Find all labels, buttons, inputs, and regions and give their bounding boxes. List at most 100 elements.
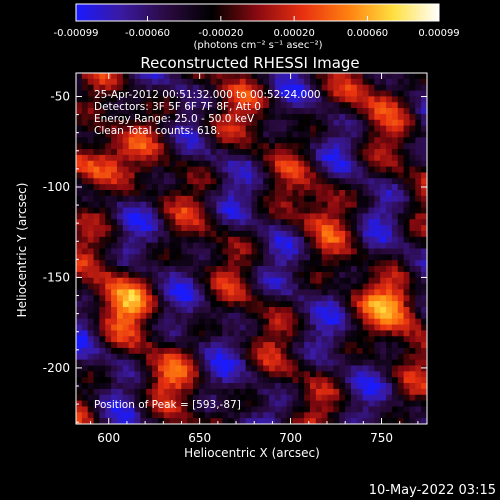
heatmap-cell: [356, 342, 364, 349]
heatmap-cell: [292, 137, 299, 144]
heatmap-cell: [146, 178, 153, 185]
heatmap-cell: [368, 90, 375, 97]
heatmap-cell: [274, 353, 282, 361]
heatmap-cell: [421, 73, 427, 80]
heatmap-cell: [239, 84, 247, 92]
heatmap-cell: [298, 137, 305, 144]
heatmap-cell: [99, 277, 106, 285]
heatmap-cell: [198, 330, 206, 337]
heatmap-cell: [315, 377, 323, 384]
heatmap-cell: [380, 295, 387, 302]
heatmap-cell: [187, 383, 194, 390]
heatmap-cell: [362, 312, 370, 320]
heatmap-cell: [292, 190, 299, 197]
heatmap-cell: [286, 131, 294, 138]
heatmap-cell: [339, 254, 346, 261]
heatmap-cell: [333, 330, 340, 337]
heatmap-cell: [157, 178, 165, 185]
heatmap-cell: [374, 242, 381, 250]
heatmap-cell: [157, 195, 165, 203]
heatmap-cell: [257, 365, 264, 372]
heatmap-cell: [163, 125, 171, 133]
heatmap-cell: [391, 207, 399, 214]
heatmap-cell: [228, 230, 235, 238]
heatmap-cell: [111, 330, 118, 337]
heatmap-cell: [99, 342, 106, 349]
heatmap-cell: [216, 195, 223, 203]
heatmap-cell: [181, 166, 188, 174]
heatmap-cell: [321, 213, 329, 220]
heatmap-cell: [298, 166, 305, 174]
heatmap-cell: [380, 230, 387, 238]
heatmap-cell: [350, 336, 358, 343]
heatmap-cell: [198, 73, 206, 80]
heatmap-cell: [76, 225, 83, 232]
heatmap-cell: [210, 178, 217, 185]
heatmap-cell: [310, 154, 317, 162]
heatmap-cell: [350, 184, 358, 191]
heatmap-cell: [298, 371, 305, 378]
heatmap-cell: [350, 236, 358, 244]
heatmap-cell: [105, 353, 112, 361]
heatmap-cell: [157, 225, 165, 232]
heatmap-cell: [274, 324, 282, 331]
heatmap-cell: [409, 125, 416, 133]
heatmap-cell: [251, 365, 258, 372]
heatmap-cell: [81, 248, 89, 255]
heatmap-cell: [345, 78, 352, 86]
heatmap-cell: [350, 219, 358, 226]
heatmap-cell: [152, 73, 159, 80]
heatmap-cell: [128, 195, 136, 203]
heatmap-cell: [321, 160, 329, 168]
heatmap-cell: [169, 96, 177, 103]
heatmap-cell: [263, 166, 270, 174]
heatmap-cell: [187, 96, 194, 103]
heatmap-cell: [181, 324, 188, 331]
heatmap-cell: [386, 377, 393, 384]
heatmap-cell: [87, 394, 95, 402]
heatmap-cell: [175, 254, 182, 261]
heatmap-cell: [163, 260, 171, 267]
heatmap-cell: [421, 336, 427, 343]
heatmap-cell: [239, 359, 247, 367]
heatmap-cell: [304, 388, 311, 396]
heatmap-cell: [397, 383, 405, 390]
heatmap-cell: [280, 412, 288, 419]
heatmap-cell: [339, 365, 346, 372]
heatmap-cell: [350, 195, 358, 203]
heatmap-cell: [280, 330, 288, 337]
heatmap-cell: [198, 307, 206, 314]
heatmap-cell: [386, 330, 393, 337]
heatmap-cell: [257, 307, 264, 314]
heatmap-cell: [380, 73, 387, 80]
heatmap-cell: [386, 242, 393, 250]
heatmap-cell: [140, 73, 147, 80]
heatmap-cell: [310, 230, 317, 238]
heatmap-cell: [286, 312, 294, 320]
heatmap-cell: [175, 230, 182, 238]
heatmap-cell: [122, 271, 130, 279]
heatmap-cell: [122, 230, 130, 238]
heatmap-cell: [198, 418, 206, 424]
heatmap-cell: [81, 383, 89, 390]
heatmap-cell: [239, 225, 247, 232]
heatmap-cell: [146, 312, 153, 320]
heatmap-cell: [333, 277, 340, 285]
x-tick-label: 650: [188, 431, 211, 445]
heatmap-cell: [81, 184, 89, 191]
heatmap-cell: [409, 353, 416, 361]
heatmap-cell: [134, 324, 141, 331]
heatmap-cell: [146, 248, 153, 255]
heatmap-cell: [111, 377, 118, 384]
heatmap-cell: [298, 312, 305, 320]
heatmap-cell: [409, 184, 416, 191]
heatmap-cell: [374, 371, 381, 378]
heatmap-cell: [257, 418, 264, 424]
heatmap-cell: [368, 254, 375, 261]
heatmap-cell: [345, 412, 352, 419]
heatmap-cell: [93, 201, 100, 209]
heatmap-cell: [228, 342, 235, 349]
heatmap-cell: [339, 178, 346, 185]
heatmap-cell: [397, 207, 405, 214]
heatmap-cell: [386, 295, 393, 302]
